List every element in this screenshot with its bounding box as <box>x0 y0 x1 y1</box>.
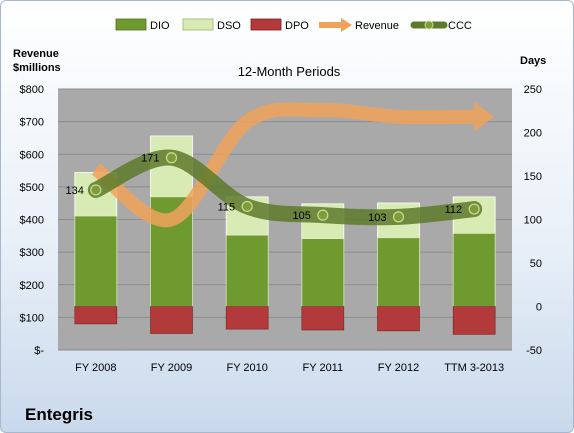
ccc-data-label: 171 <box>141 153 159 165</box>
left-axis-tick: $600 <box>20 149 44 161</box>
legend-arrowhead-revenue <box>341 18 352 32</box>
dpo-bar <box>74 306 118 325</box>
ccc-point <box>317 209 329 221</box>
right-axis-tick: 150 <box>524 171 542 183</box>
dpo-bar <box>452 306 496 335</box>
legend-swatch-dpo <box>250 18 282 31</box>
x-axis-tick: FY 2008 <box>75 362 116 374</box>
left-axis-tick: $- <box>34 345 44 357</box>
dpo-bar <box>301 306 345 331</box>
x-axis-tick: FY 2009 <box>151 362 192 374</box>
dio-bar <box>377 237 420 307</box>
ccc-data-label: 112 <box>445 204 463 216</box>
dpo-bar <box>150 306 193 334</box>
legend-label-revenue: Revenue <box>355 20 399 32</box>
dio-bar <box>452 233 496 307</box>
left-axis-tick: $400 <box>20 215 44 227</box>
ccc-data-label: 105 <box>292 210 310 222</box>
legend-label-dso: DSO <box>217 20 241 32</box>
legend-marker-ccc <box>424 20 434 30</box>
left-axis-tick: $200 <box>20 280 44 292</box>
company-name: Entegris <box>25 405 94 424</box>
legend-swatch-dso <box>182 18 214 31</box>
left-axis-tick: $300 <box>20 247 44 259</box>
ccc-data-label: 115 <box>218 201 236 213</box>
right-axis-tick: -50 <box>526 345 542 357</box>
left-axis-label-line1: Revenue <box>13 48 59 60</box>
revenue-line <box>91 102 475 228</box>
ccc-point <box>392 211 405 223</box>
right-axis-label: Days <box>520 55 546 67</box>
ccc-point <box>468 203 480 215</box>
right-axis-tick: 50 <box>530 258 542 270</box>
left-axis-label-line2: $millions <box>13 62 61 74</box>
dpo-bar <box>377 306 420 332</box>
legend-swatch-dio <box>115 18 147 31</box>
right-axis-tick: 100 <box>524 215 542 227</box>
left-axis-tick: $500 <box>20 182 44 194</box>
dio-bar <box>74 215 118 307</box>
right-axis-tick: 250 <box>524 84 542 96</box>
left-axis-tick: $800 <box>20 84 44 96</box>
dpo-bar <box>225 306 269 330</box>
right-axis-tick: 0 <box>536 302 542 314</box>
ccc-data-label: 134 <box>65 185 83 197</box>
left-axis-tick: $100 <box>20 312 44 324</box>
dio-bar <box>225 234 269 307</box>
dio-bar <box>301 238 345 307</box>
ccc-point <box>241 200 253 213</box>
revenue-arrowhead <box>474 101 495 132</box>
ccc-point <box>90 184 102 196</box>
legend-label-ccc: CCC <box>448 20 472 32</box>
legend-label-dpo: DPO <box>285 20 309 32</box>
chart-title: 12-Month Periods <box>238 64 341 79</box>
ccc-point <box>165 152 178 164</box>
x-axis-tick: FY 2011 <box>303 362 344 374</box>
left-axis-tick: $700 <box>20 117 44 129</box>
x-axis-tick: TTM 3-2013 <box>444 362 504 374</box>
ccc-data-label: 103 <box>368 212 386 224</box>
right-axis-tick: 200 <box>524 128 542 140</box>
legend-label-dio: DIO <box>150 20 170 32</box>
x-axis-tick: FY 2012 <box>378 362 419 374</box>
x-axis-tick: FY 2010 <box>226 362 267 374</box>
